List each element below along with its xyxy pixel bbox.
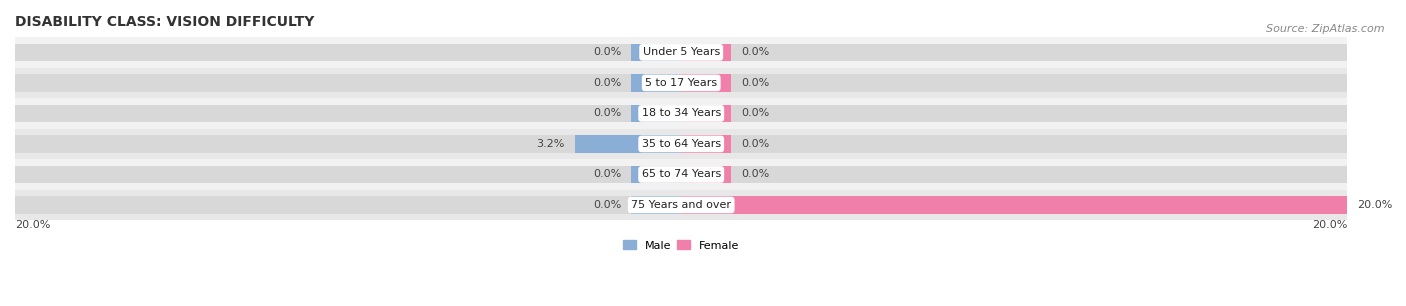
Text: Source: ZipAtlas.com: Source: ZipAtlas.com: [1267, 24, 1385, 35]
Text: 65 to 74 Years: 65 to 74 Years: [641, 170, 721, 179]
Bar: [15, 135, 1347, 153]
Text: 0.0%: 0.0%: [593, 78, 621, 88]
Text: 35 to 64 Years: 35 to 64 Years: [641, 139, 721, 149]
Text: 0.0%: 0.0%: [593, 108, 621, 118]
Text: 0.0%: 0.0%: [741, 78, 769, 88]
Bar: [682, 135, 731, 153]
Bar: [682, 74, 731, 92]
Text: Under 5 Years: Under 5 Years: [643, 47, 720, 57]
Legend: Male, Female: Male, Female: [619, 236, 744, 255]
Text: 20.0%: 20.0%: [15, 220, 51, 230]
Bar: [15, 166, 1347, 183]
Text: 20.0%: 20.0%: [1312, 220, 1347, 230]
Bar: [682, 43, 731, 61]
Text: 0.0%: 0.0%: [593, 170, 621, 179]
Text: 0.0%: 0.0%: [741, 108, 769, 118]
Bar: [682, 196, 1347, 214]
Bar: [682, 166, 731, 183]
Bar: [15, 159, 1347, 190]
Bar: [15, 190, 1347, 220]
Bar: [15, 74, 1347, 92]
Bar: [15, 196, 1347, 214]
Bar: [575, 135, 682, 153]
Bar: [15, 37, 1347, 68]
Text: 75 Years and over: 75 Years and over: [631, 200, 731, 210]
Bar: [15, 43, 1347, 61]
Bar: [631, 166, 682, 183]
Text: 18 to 34 Years: 18 to 34 Years: [641, 108, 721, 118]
Bar: [15, 129, 1347, 159]
Bar: [15, 105, 1347, 122]
Bar: [631, 196, 682, 214]
Text: 3.2%: 3.2%: [536, 139, 565, 149]
Bar: [631, 43, 682, 61]
Text: 0.0%: 0.0%: [741, 47, 769, 57]
Text: 20.0%: 20.0%: [1357, 200, 1393, 210]
Text: 0.0%: 0.0%: [593, 47, 621, 57]
Text: 0.0%: 0.0%: [741, 170, 769, 179]
Bar: [631, 74, 682, 92]
Text: 5 to 17 Years: 5 to 17 Years: [645, 78, 717, 88]
Bar: [631, 105, 682, 122]
Text: 0.0%: 0.0%: [593, 200, 621, 210]
Bar: [15, 68, 1347, 98]
Bar: [15, 98, 1347, 129]
Text: DISABILITY CLASS: VISION DIFFICULTY: DISABILITY CLASS: VISION DIFFICULTY: [15, 15, 315, 29]
Text: 0.0%: 0.0%: [741, 139, 769, 149]
Bar: [682, 105, 731, 122]
